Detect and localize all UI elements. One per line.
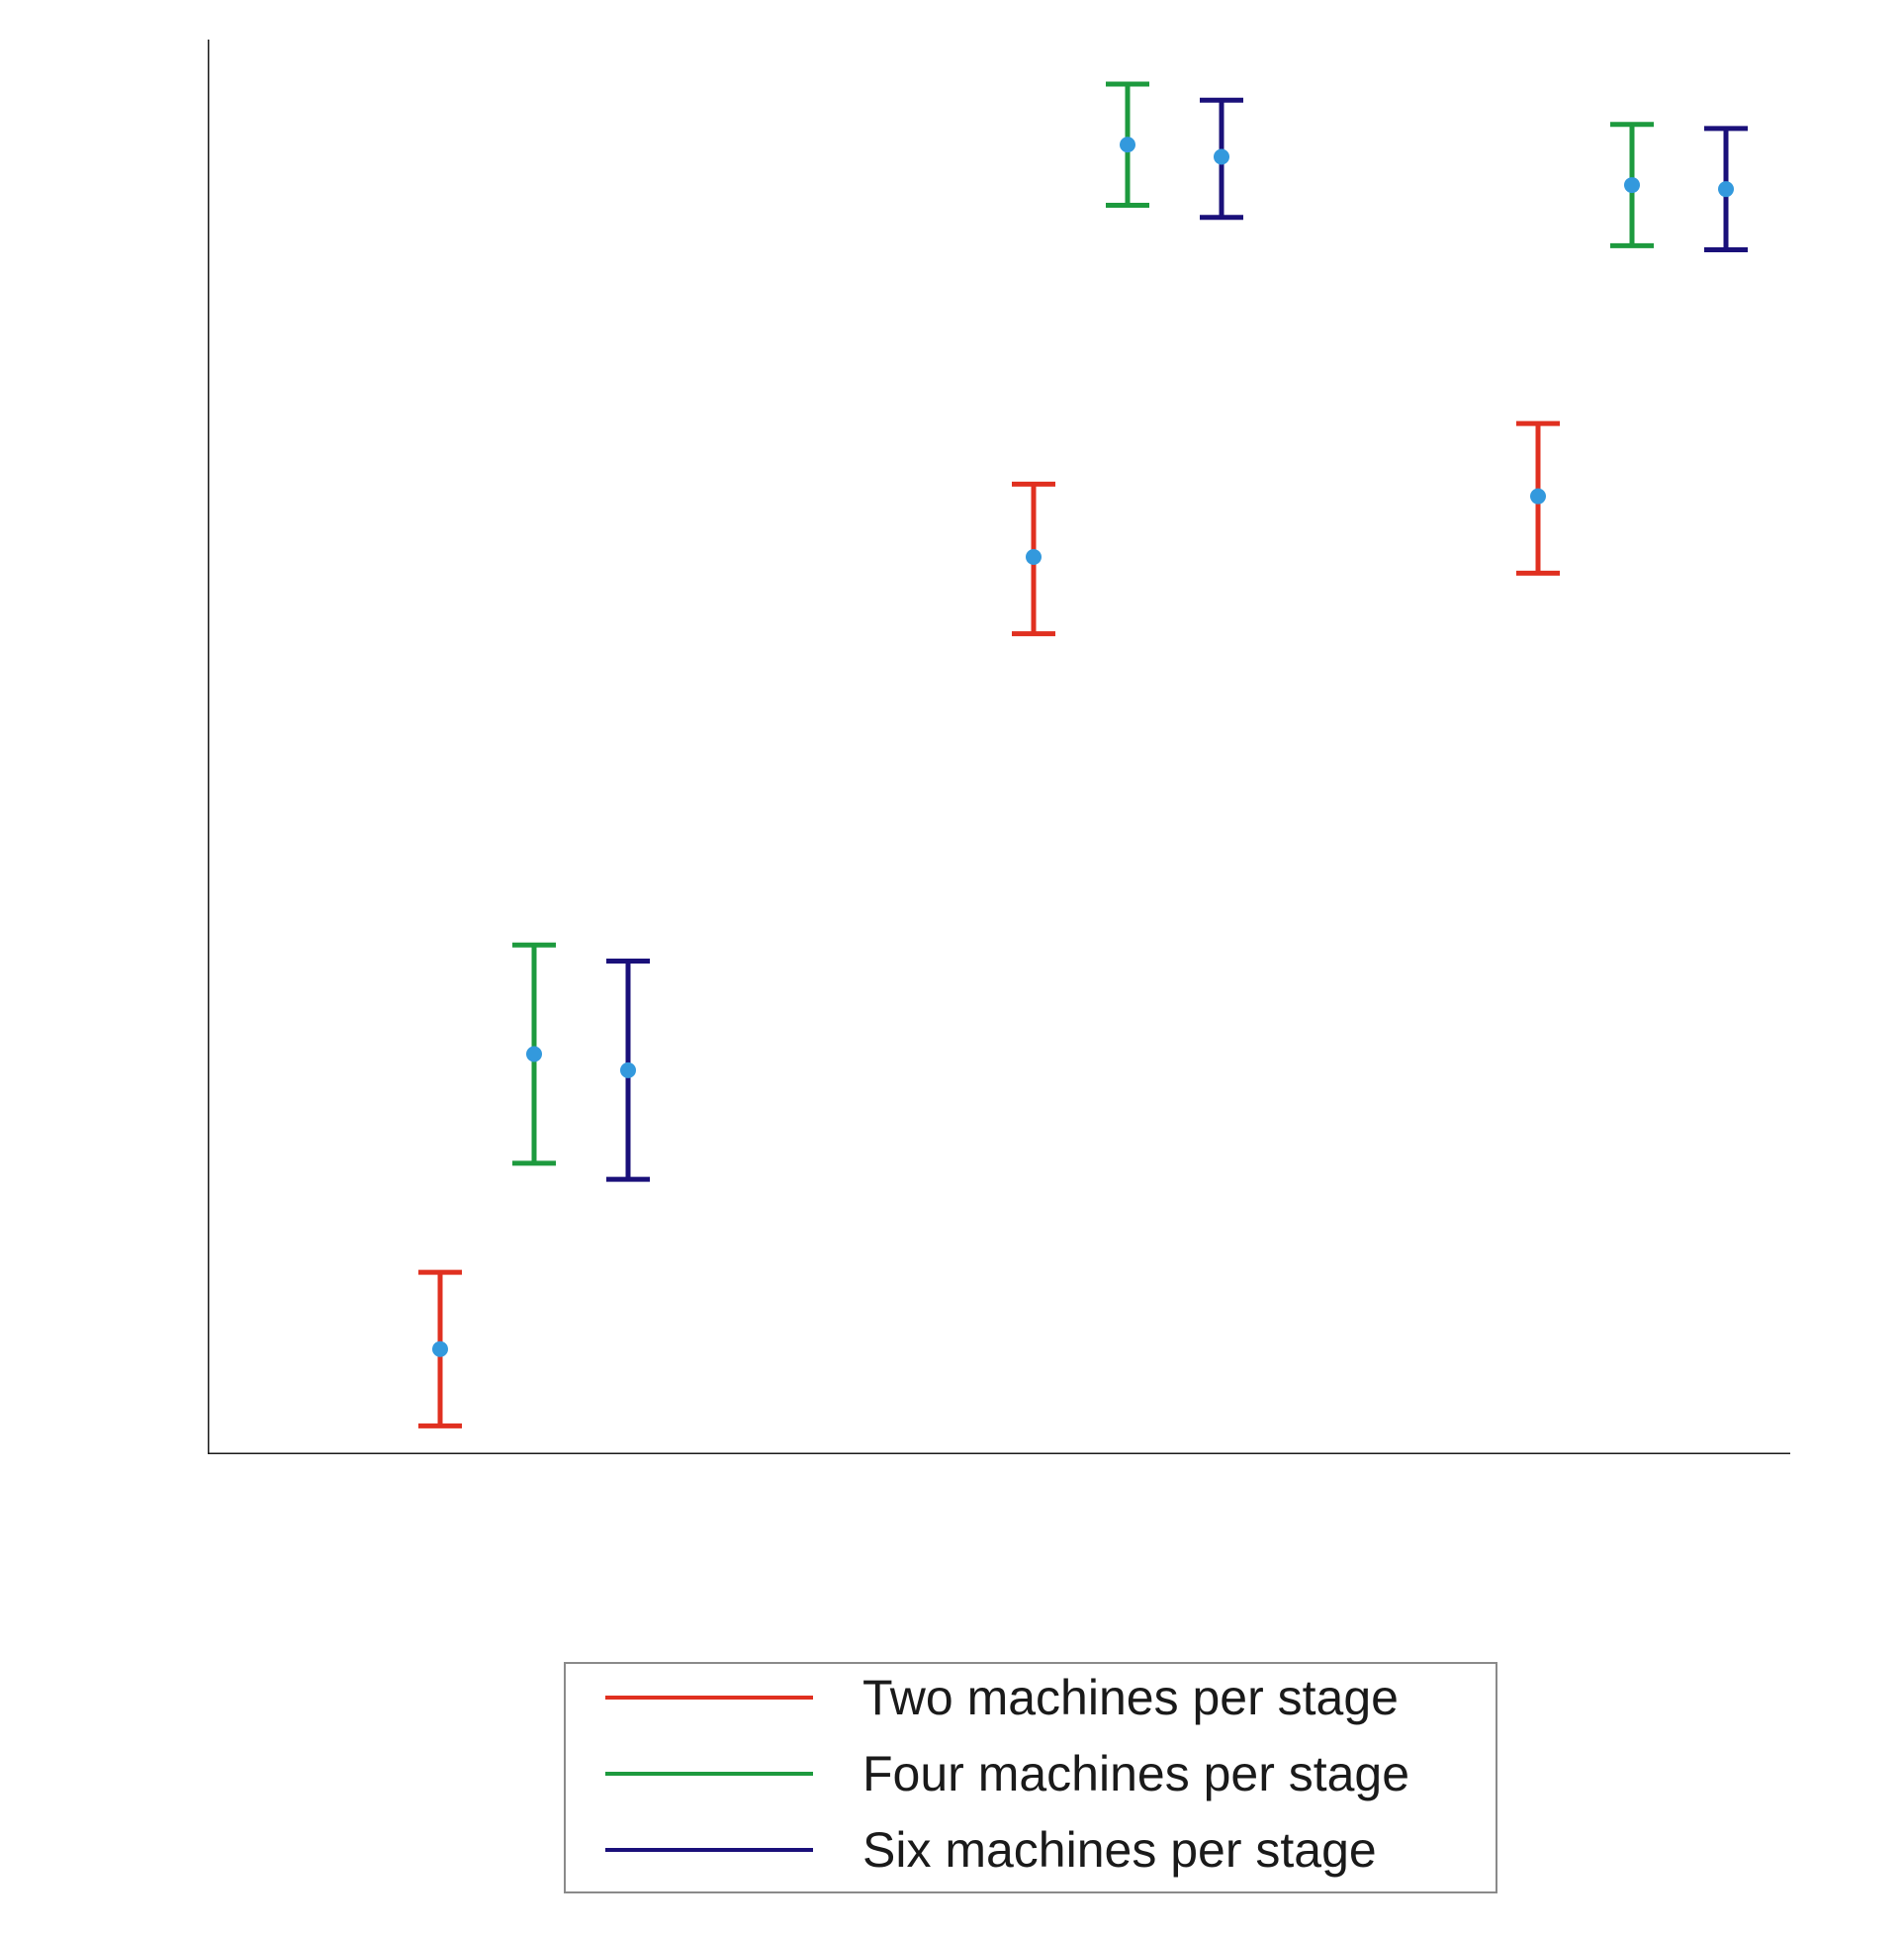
mean-marker (1026, 549, 1042, 565)
errorbar (1610, 125, 1654, 246)
errorbar (606, 962, 650, 1180)
mean-marker (620, 1062, 636, 1078)
mean-marker (432, 1341, 448, 1357)
errorbar (1516, 423, 1560, 573)
errorbar (1012, 484, 1055, 633)
legend-line (605, 1696, 813, 1700)
mean-marker (1214, 148, 1229, 164)
legend-line (605, 1772, 813, 1776)
mean-marker (1624, 177, 1640, 193)
legend-label: Four machines per stage (862, 1745, 1409, 1802)
legend-item: Two machines per stage (605, 1673, 1399, 1722)
legend: Two machines per stage Four machines per … (564, 1662, 1497, 1893)
errorbar (512, 945, 556, 1163)
errorbar (1200, 100, 1243, 217)
legend-line (605, 1848, 813, 1852)
axes (208, 40, 1790, 1454)
errorbar (1704, 129, 1748, 250)
mean-marker (1120, 137, 1135, 152)
chart-area: 4045505560657075DisplacementExchangeInse… (208, 40, 1790, 1454)
legend-item: Four machines per stage (605, 1749, 1409, 1798)
legend-label: Two machines per stage (862, 1669, 1399, 1726)
mean-marker (1530, 489, 1546, 505)
mean-marker (526, 1047, 542, 1062)
page: 4045505560657075DisplacementExchangeInse… (0, 0, 1904, 1934)
mean-marker (1718, 181, 1734, 197)
chart-svg: 4045505560657075DisplacementExchangeInse… (208, 40, 1790, 1454)
legend-label: Six machines per stage (862, 1821, 1377, 1879)
errorbar (418, 1272, 462, 1426)
legend-item: Six machines per stage (605, 1825, 1377, 1875)
errorbar (1106, 84, 1149, 206)
